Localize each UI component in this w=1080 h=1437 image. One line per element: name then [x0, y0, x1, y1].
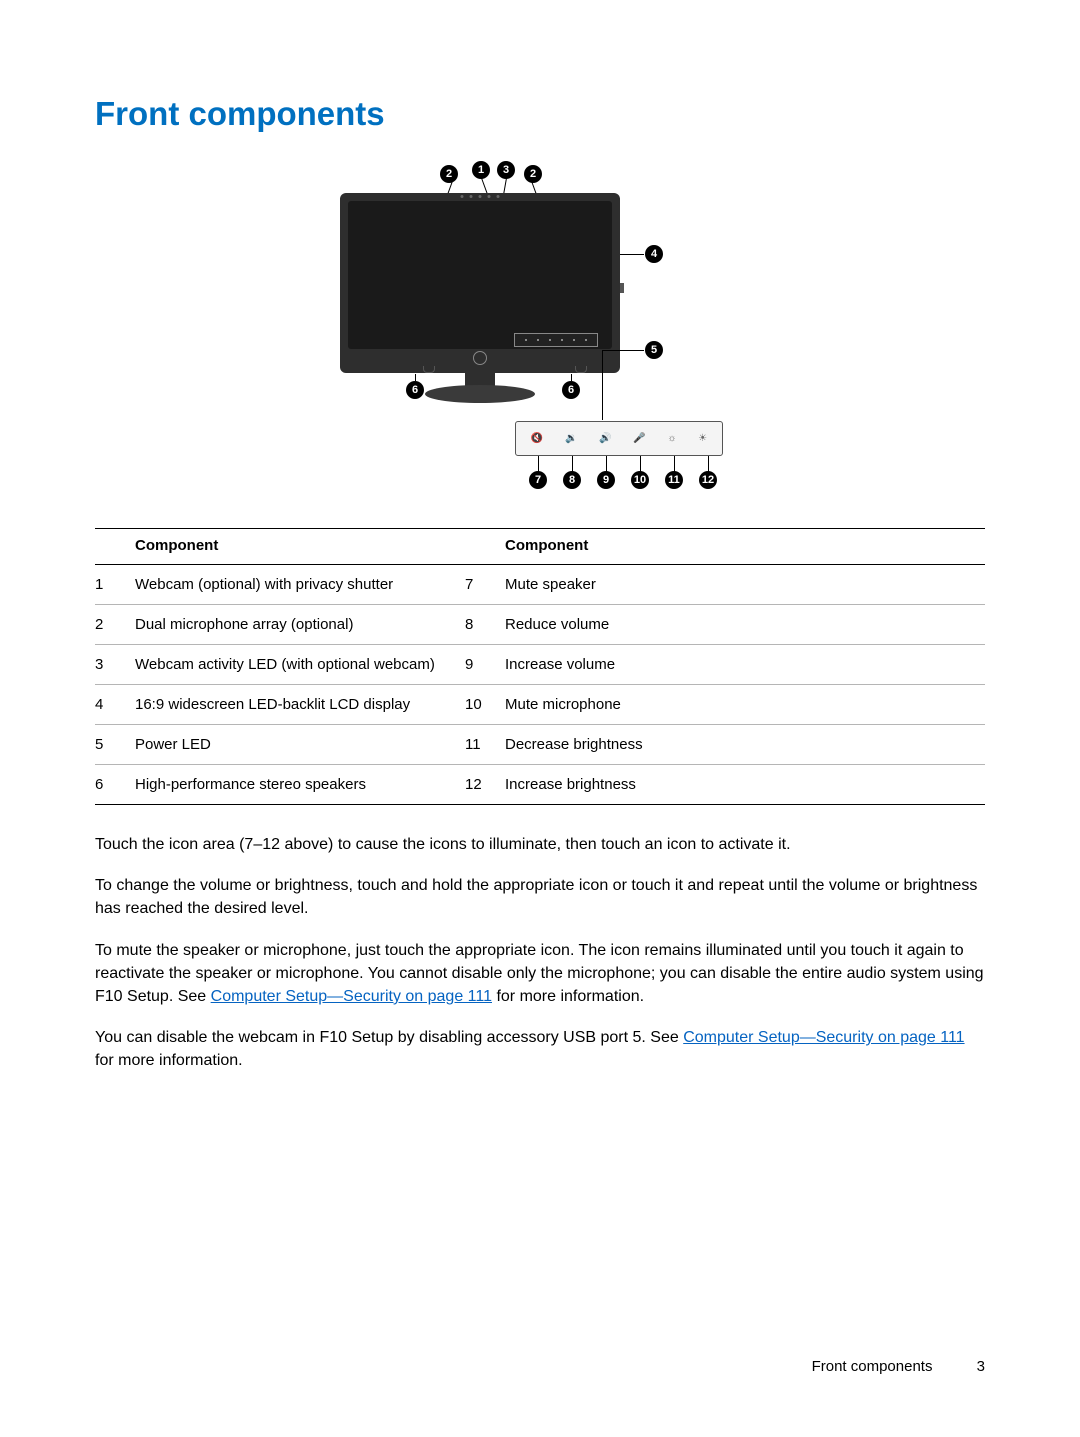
row-desc: Webcam (optional) with privacy shutter — [135, 565, 435, 605]
row-number: 8 — [465, 605, 505, 645]
row-desc: Power LED — [135, 725, 435, 765]
lcd-screen — [348, 201, 612, 349]
speaker-left — [423, 366, 435, 373]
row-desc: 16:9 widescreen LED-backlit LCD display — [135, 685, 435, 725]
row-number: 3 — [95, 645, 135, 685]
leader-line — [640, 456, 641, 472]
page-heading: Front components — [95, 95, 985, 133]
table-row: 3Webcam activity LED (with optional webc… — [95, 645, 985, 685]
callout-badge-4: 4 — [645, 245, 663, 263]
product-diagram: 2 1 3 2 4 5 — [335, 161, 745, 506]
row-number: 6 — [95, 765, 135, 805]
callout-badge-5: 5 — [645, 341, 663, 359]
callout-badge-8: 8 — [563, 471, 581, 489]
webcam-mic-array — [461, 195, 500, 198]
row-number: 2 — [95, 605, 135, 645]
paragraph: To change the volume or brightness, touc… — [95, 874, 985, 920]
callout-badge-7: 7 — [529, 471, 547, 489]
callout-badge-6: 6 — [562, 381, 580, 399]
leader-line — [571, 374, 572, 381]
paragraph-text: for more information. — [95, 1052, 243, 1069]
leader-line — [620, 254, 644, 255]
leader-line — [481, 178, 488, 194]
row-desc: Decrease brightness — [505, 725, 985, 765]
row-number: 5 — [95, 725, 135, 765]
paragraph: Touch the icon area (7–12 above) to caus… — [95, 833, 985, 856]
speaker-right — [575, 366, 587, 373]
setup-security-link[interactable]: Computer Setup—Security on page 111 — [683, 1029, 964, 1046]
table-header-right: Component — [505, 529, 985, 565]
table-row: 2Dual microphone array (optional) 8Reduce… — [95, 605, 985, 645]
paragraph: You can disable the webcam in F10 Setup … — [95, 1026, 985, 1072]
brightness-down-icon: ☼ — [667, 433, 676, 444]
row-desc: Webcam activity LED (with optional webca… — [135, 645, 435, 685]
table-header-left: Component — [135, 529, 435, 565]
components-table: Component Component 1Webcam (optional) w… — [95, 528, 985, 805]
footer-section-label: Front components — [812, 1358, 933, 1375]
callout-badge-10: 10 — [631, 471, 649, 489]
callout-badge-3: 3 — [497, 161, 515, 179]
callout-badge-9: 9 — [597, 471, 615, 489]
callout-badge-2: 2 — [440, 165, 458, 183]
leader-line — [674, 456, 675, 472]
table-row: 5Power LED 11Decrease brightness — [95, 725, 985, 765]
leader-line — [602, 350, 644, 351]
paragraph: To mute the speaker or microphone, just … — [95, 939, 985, 1009]
row-desc: Increase brightness — [505, 765, 985, 805]
paragraph-text: You can disable the webcam in F10 Setup … — [95, 1029, 683, 1046]
mute-mic-icon: 🎤 — [633, 433, 645, 444]
table-row: 1Webcam (optional) with privacy shutter 7… — [95, 565, 985, 605]
leader-line — [572, 456, 573, 472]
row-desc: High-performance stereo speakers — [135, 765, 435, 805]
control-strip-detail: 🔇 🔉 🔊 🎤 ☼ ☀ — [515, 421, 723, 456]
row-number: 7 — [465, 565, 505, 605]
leader-line — [602, 350, 603, 420]
table-row: 6High-performance stereo speakers 12Incre… — [95, 765, 985, 805]
brightness-up-icon: ☀ — [698, 433, 707, 444]
row-number: 12 — [465, 765, 505, 805]
callout-badge-12: 12 — [699, 471, 717, 489]
row-number: 4 — [95, 685, 135, 725]
mute-speaker-icon: 🔇 — [531, 433, 543, 444]
volume-up-icon: 🔊 — [599, 433, 611, 444]
row-desc: Increase volume — [505, 645, 985, 685]
setup-security-link[interactable]: Computer Setup—Security on page 111 — [211, 988, 492, 1005]
row-number: 11 — [465, 725, 505, 765]
row-number: 1 — [95, 565, 135, 605]
leader-line — [415, 374, 416, 381]
row-number: 9 — [465, 645, 505, 685]
row-desc: Mute speaker — [505, 565, 985, 605]
paragraph-text: for more information. — [492, 988, 644, 1005]
hp-logo-icon — [473, 351, 487, 365]
body-text: Touch the icon area (7–12 above) to caus… — [95, 833, 985, 1073]
callout-badge-1: 1 — [472, 161, 490, 179]
footer-page-number: 3 — [977, 1358, 985, 1375]
osd-panel — [514, 333, 598, 347]
row-number: 10 — [465, 685, 505, 725]
page-footer: Front components 3 — [812, 1358, 985, 1375]
row-desc: Mute microphone — [505, 685, 985, 725]
leader-line — [606, 456, 607, 472]
row-desc: Reduce volume — [505, 605, 985, 645]
diagram-container: 2 1 3 2 4 5 — [95, 161, 985, 506]
volume-down-icon: 🔉 — [565, 433, 577, 444]
monitor-body — [340, 193, 620, 373]
row-desc: Dual microphone array (optional) — [135, 605, 435, 645]
callout-badge-6: 6 — [406, 381, 424, 399]
table-row: 416:9 widescreen LED-backlit LCD display… — [95, 685, 985, 725]
monitor-stand-base — [425, 385, 535, 403]
leader-line — [708, 456, 709, 472]
callout-badge-2: 2 — [524, 165, 542, 183]
callout-badge-11: 11 — [665, 471, 683, 489]
power-led — [620, 283, 624, 293]
leader-line — [538, 456, 539, 472]
